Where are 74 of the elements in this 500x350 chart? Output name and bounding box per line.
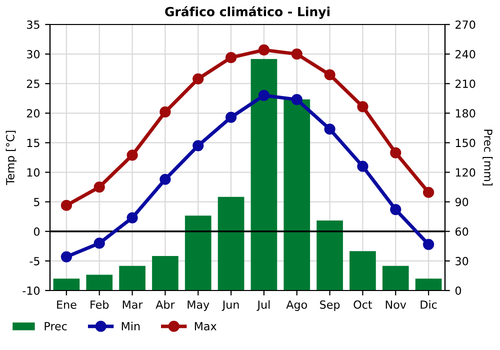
bar xyxy=(350,251,376,290)
x-tick-label: Sep xyxy=(320,300,340,311)
point xyxy=(390,147,402,158)
point xyxy=(60,251,72,262)
y-tick-label: 10 xyxy=(27,168,40,177)
point xyxy=(94,182,105,193)
bar xyxy=(250,58,278,290)
x-tick-label: Jul xyxy=(256,300,270,311)
bar xyxy=(184,216,212,290)
y-tick-label: 0 xyxy=(34,227,40,236)
bar xyxy=(284,99,310,290)
x-tick-label: Ago xyxy=(286,300,307,311)
point xyxy=(422,238,434,250)
x-tick-label: May xyxy=(188,300,210,311)
point xyxy=(324,124,336,135)
point xyxy=(390,204,402,216)
x-tick-label: Mar xyxy=(122,300,143,309)
point xyxy=(126,150,138,161)
y2-tick-label: 210 xyxy=(456,80,476,88)
bar xyxy=(86,274,113,290)
y-tick-label: 15 xyxy=(27,138,40,148)
x-tick-label: Oct xyxy=(354,300,372,309)
point xyxy=(192,140,204,152)
point xyxy=(258,44,270,56)
point xyxy=(160,106,171,118)
bar xyxy=(119,266,146,290)
point xyxy=(357,160,368,172)
x-tick-label: Feb xyxy=(90,300,109,309)
point xyxy=(225,52,237,64)
point xyxy=(192,73,204,84)
y-axis-title: Temp [°C] xyxy=(6,130,17,186)
y2-tick-label: 30 xyxy=(456,256,468,266)
y-tick-label: -10 xyxy=(22,286,40,295)
x-tick-label: Dic xyxy=(420,300,437,309)
bar xyxy=(415,278,442,290)
point xyxy=(126,212,138,224)
chart-title: Gráfico climático - Linyi xyxy=(165,6,330,19)
point xyxy=(258,90,270,101)
point xyxy=(291,48,302,60)
point xyxy=(94,238,105,249)
legend-label: Prec xyxy=(44,322,67,330)
point xyxy=(225,112,237,123)
x-tick-label: Jun xyxy=(222,300,239,311)
point xyxy=(60,200,72,211)
bar xyxy=(152,256,178,290)
y2-tick-label: 120 xyxy=(456,168,476,177)
y2-axis-title: Prec [mm] xyxy=(482,130,493,186)
y-tick-label: 25 xyxy=(26,80,40,88)
y2-tick-label: 90 xyxy=(455,198,468,206)
bar xyxy=(218,196,244,290)
point xyxy=(324,69,336,80)
legend-label: Max xyxy=(194,322,216,330)
bar xyxy=(316,220,343,290)
point xyxy=(291,94,302,106)
y2-tick-label: 60 xyxy=(456,227,468,236)
y2-tick-label: 150 xyxy=(456,138,476,148)
point xyxy=(422,186,434,198)
x-tick-label: Ene xyxy=(57,300,76,309)
x-tick-label: Abr xyxy=(156,300,175,309)
point xyxy=(357,101,368,112)
y-tick-label: -5 xyxy=(30,257,40,266)
y2-tick-label: 180 xyxy=(456,109,476,118)
y-tick-label: 5 xyxy=(34,198,40,206)
y-tick-label: 20 xyxy=(26,109,40,118)
bar xyxy=(53,278,80,290)
y-tick-label: 30 xyxy=(26,50,40,58)
legend-label: Min xyxy=(122,322,140,330)
y2-tick-label: 270 xyxy=(456,20,476,29)
bar xyxy=(382,266,409,290)
y2-tick-label: 0 xyxy=(455,286,462,295)
point xyxy=(160,174,171,185)
y-tick-label: 35 xyxy=(26,20,40,29)
x-tick-label: Nov xyxy=(386,300,406,309)
y2-tick-label: 240 xyxy=(456,50,476,58)
